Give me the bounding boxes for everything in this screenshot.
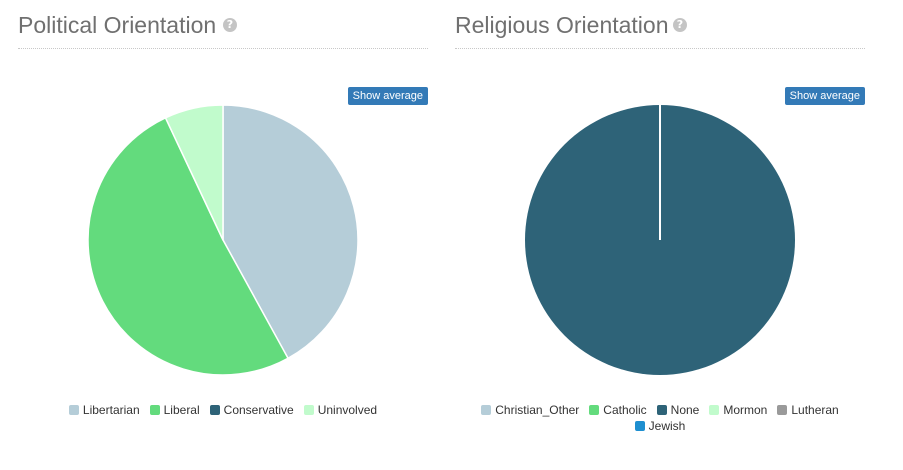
- legend-item-uninvolved[interactable]: Uninvolved: [303, 402, 378, 418]
- legend-label: Conservative: [223, 403, 294, 417]
- legend-item-christian-other[interactable]: Christian_Other: [481, 402, 579, 418]
- legend-swatch: [303, 405, 314, 415]
- pie-slice-liberal[interactable]: [87, 116, 290, 376]
- legend-label: Mormon: [723, 403, 768, 417]
- legend-item-catholic[interactable]: Catholic: [589, 402, 647, 418]
- legend-swatch: [777, 405, 788, 415]
- legend-item-mormon[interactable]: Mormon: [709, 402, 767, 418]
- political-orientation-panel: Political Orientation ? Show average Lib…: [18, 0, 428, 470]
- panel-header: Religious Orientation ?: [455, 8, 865, 49]
- legend-label: Christian_Other: [495, 403, 580, 417]
- pie-slice-uninvolved[interactable]: [164, 104, 224, 241]
- legend-item-liberal[interactable]: Liberal: [149, 402, 200, 418]
- political-legend: Libertarian Liberal Conservative Uninvolved: [18, 402, 428, 418]
- panel-title: Political Orientation: [18, 12, 217, 38]
- legend-item-lutheran[interactable]: Lutheran: [777, 402, 839, 418]
- question-circle-icon[interactable]: ?: [223, 18, 237, 32]
- legend-item-libertarian[interactable]: Libertarian: [68, 402, 140, 418]
- legend-swatch: [68, 405, 79, 415]
- legend-label: Liberal: [163, 403, 200, 417]
- religious-pie-chart: [525, 105, 795, 375]
- legend-swatch: [709, 405, 720, 415]
- legend-swatch: [481, 405, 492, 415]
- legend-item-none[interactable]: None: [656, 402, 700, 418]
- legend-label: Jewish: [648, 419, 686, 433]
- pie-slice-libertarian[interactable]: [222, 104, 359, 360]
- legend-swatch: [656, 405, 667, 415]
- legend-item-jewish[interactable]: Jewish: [634, 418, 686, 434]
- show-average-button[interactable]: Show average: [347, 87, 428, 105]
- legend-label: None: [670, 403, 700, 417]
- religious-legend: Christian_Other Catholic None Mormon Luthera…: [455, 402, 865, 434]
- panel-header: Political Orientation ?: [18, 8, 428, 49]
- legend-label: Uninvolved: [317, 403, 378, 417]
- legend-swatch: [589, 405, 600, 415]
- panel-title: Religious Orientation: [455, 12, 669, 38]
- legend-label: Catholic: [603, 403, 647, 417]
- question-circle-icon[interactable]: ?: [673, 18, 687, 32]
- legend-label: Libertarian: [82, 403, 140, 417]
- legend-swatch: [209, 405, 220, 415]
- religious-orientation-panel: Religious Orientation ? Show average Chr…: [455, 0, 865, 470]
- political-pie-chart: [87, 104, 359, 376]
- legend-label: Lutheran: [791, 403, 839, 417]
- legend-swatch: [149, 405, 160, 415]
- legend-item-conservative[interactable]: Conservative: [209, 402, 294, 418]
- legend-swatch: [634, 421, 645, 431]
- show-average-button[interactable]: Show average: [784, 87, 865, 105]
